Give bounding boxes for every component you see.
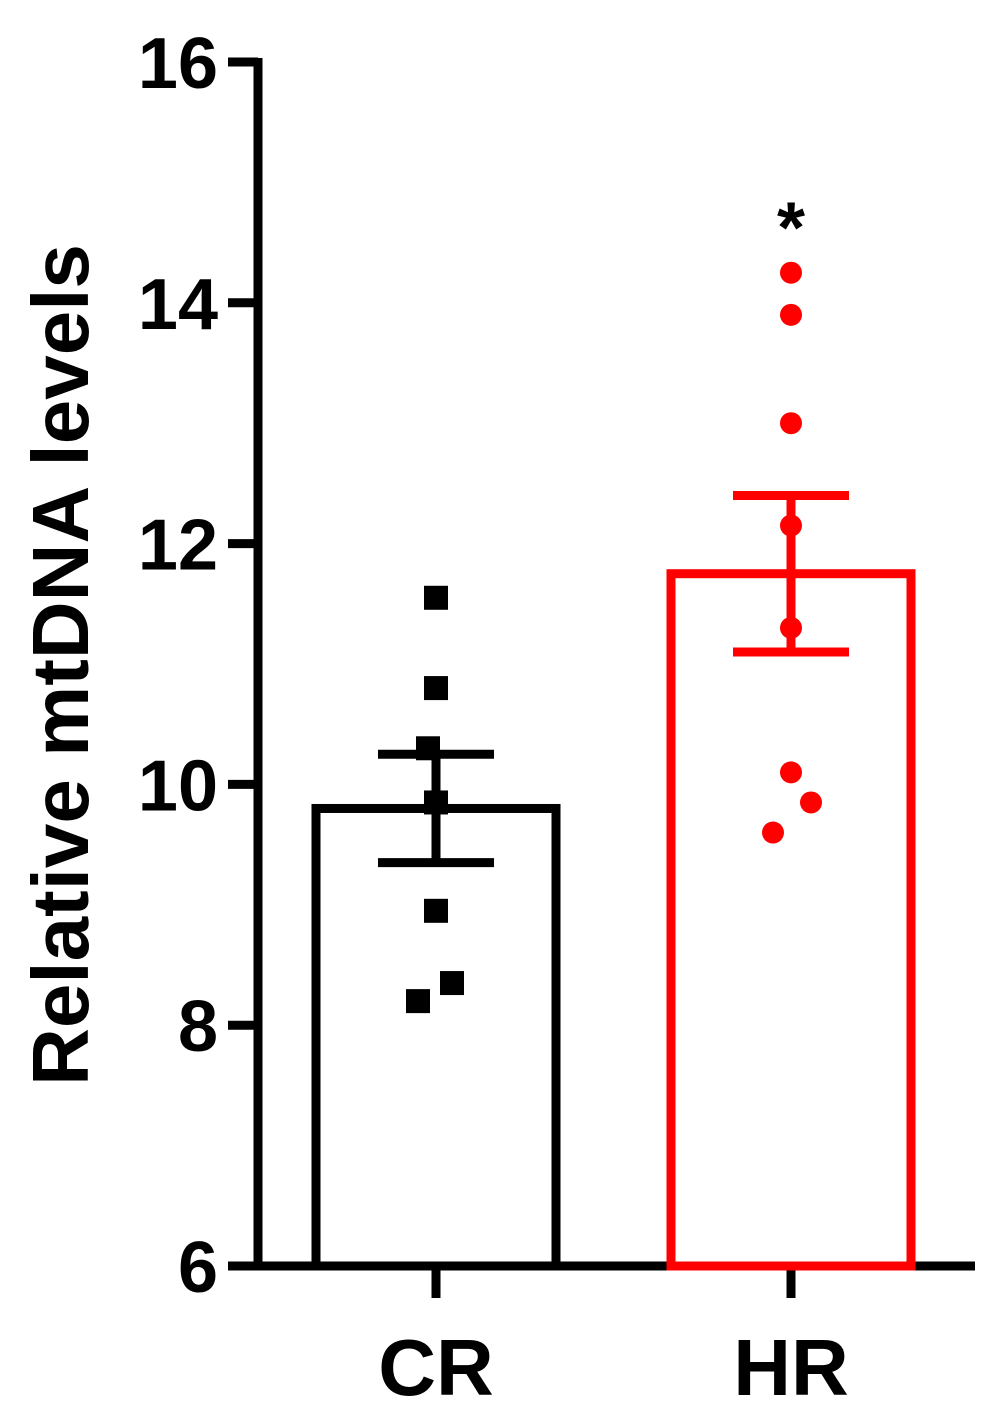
y-tick-label: 8 (178, 987, 218, 1067)
y-tick-label: 14 (138, 265, 218, 345)
data-points (406, 261, 822, 1014)
axes (228, 57, 975, 1298)
y-tick-label: 6 (178, 1228, 218, 1308)
x-tick-label-cr: CR (378, 1323, 494, 1412)
significance-marker: * (777, 189, 805, 269)
bars (311, 569, 916, 1271)
y-tick-label: 16 (138, 24, 218, 104)
bar-cr (311, 803, 561, 1271)
point-cr (440, 971, 464, 996)
point-hr (780, 261, 802, 284)
point-hr (780, 412, 802, 435)
point-cr (424, 585, 448, 610)
y-axis-title: Relative mtDNA levels (16, 244, 105, 1086)
error-bars (378, 490, 849, 868)
bar-hr (666, 569, 916, 1271)
y-tick-label: 10 (138, 746, 218, 826)
point-hr (780, 761, 802, 784)
y-tick-label: 12 (138, 506, 218, 586)
point-cr (424, 898, 448, 923)
point-hr (780, 303, 802, 326)
point-hr (762, 821, 784, 844)
point-hr (800, 791, 822, 814)
point-cr (406, 989, 430, 1014)
point-cr (424, 676, 448, 701)
x-tick-label-hr: HR (733, 1323, 849, 1412)
labels: 6 8 10 12 14 16 CR HR * (138, 24, 849, 1412)
